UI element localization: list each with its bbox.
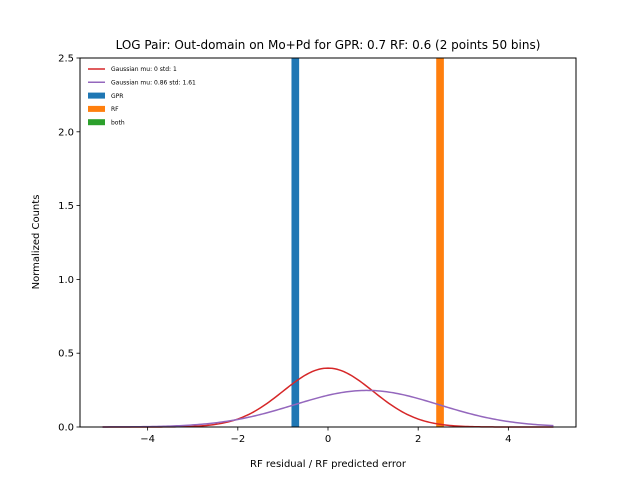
x-tick-label: 0 [325, 434, 331, 445]
legend-label: both [111, 119, 125, 126]
bar-gpr [291, 58, 300, 427]
y-tick-label: 1.5 [58, 201, 74, 212]
y-tick-label: 2.5 [58, 54, 74, 65]
chart-title: LOG Pair: Out-domain on Mo+Pd for GPR: 0… [116, 38, 541, 52]
legend: Gaussian mu: 0 std: 1 Gaussian mu: 0.86 s… [88, 66, 196, 126]
x-tick-label: 2 [415, 434, 421, 445]
y-axis-label: Normalized Counts [31, 195, 42, 290]
x-tick-label: −2 [230, 434, 245, 445]
legend-patch-swatch [88, 105, 105, 112]
x-tick-label: −4 [140, 434, 155, 445]
bar-rf [436, 58, 444, 427]
y-tick-label: 2.0 [58, 127, 74, 138]
ticks: −4 −2 0 2 4 0.0 0.5 1.0 1.5 2.0 2.5 [58, 54, 511, 446]
gaussian-curve-2 [102, 389, 554, 428]
legend-patch-swatch [88, 119, 105, 126]
legend-patch-swatch [88, 92, 105, 99]
legend-label: Gaussian mu: 0.86 std: 1.61 [111, 80, 196, 87]
x-axis-label: RF residual / RF predicted error [250, 459, 407, 470]
legend-label: GPR [111, 93, 123, 100]
legend-label: Gaussian mu: 0 std: 1 [111, 66, 177, 73]
y-tick-label: 0.0 [58, 423, 74, 434]
y-tick-label: 1.0 [58, 275, 74, 286]
y-tick-label: 0.5 [58, 349, 74, 360]
legend-label: RF [111, 106, 119, 113]
x-tick-label: 4 [505, 434, 511, 445]
